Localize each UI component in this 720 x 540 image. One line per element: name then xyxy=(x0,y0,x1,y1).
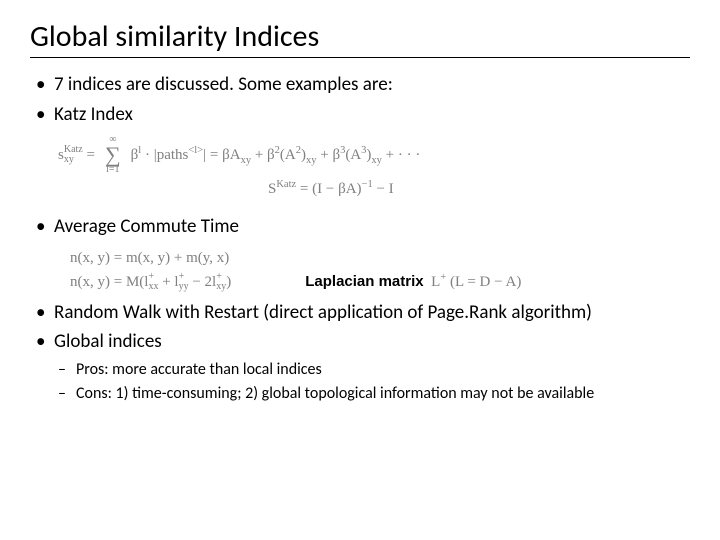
bullet-rwr: Random Walk with Restart (direct applica… xyxy=(54,300,690,326)
sub-cons: Cons: 1) time-consuming; 2) global topol… xyxy=(76,383,690,405)
katz-formula: sKatzxy = ∞ ∑ l=1 βl · |paths<l>| = βAxy… xyxy=(58,135,690,206)
act-formula-line1: n(x, y) = m(x, y) + m(y, x) xyxy=(70,246,690,270)
bullet-intro: 7 indices are discussed. Some examples a… xyxy=(54,72,690,98)
bullet-list-2: Average Commute Time xyxy=(30,214,690,240)
bullet-global: Global indices Pros: more accurate than … xyxy=(54,329,690,404)
act-formula-line2: n(x, y) = M(l+xx + l+yy − 2l+xy) Laplaci… xyxy=(70,270,690,294)
slide-title: Global similarity Indices xyxy=(30,18,690,58)
laplacian-label: Laplacian matrix xyxy=(305,273,423,290)
sub-list: Pros: more accurate than local indices C… xyxy=(54,359,690,404)
bullet-katz: Katz Index xyxy=(54,102,690,128)
sub-pros: Pros: more accurate than local indices xyxy=(76,359,690,381)
bullet-list-3: Random Walk with Restart (direct applica… xyxy=(30,300,690,404)
act-formula: n(x, y) = m(x, y) + m(y, x) n(x, y) = M(… xyxy=(70,246,690,294)
bullet-list: 7 indices are discussed. Some examples a… xyxy=(30,72,690,127)
bullet-act: Average Commute Time xyxy=(54,214,690,240)
